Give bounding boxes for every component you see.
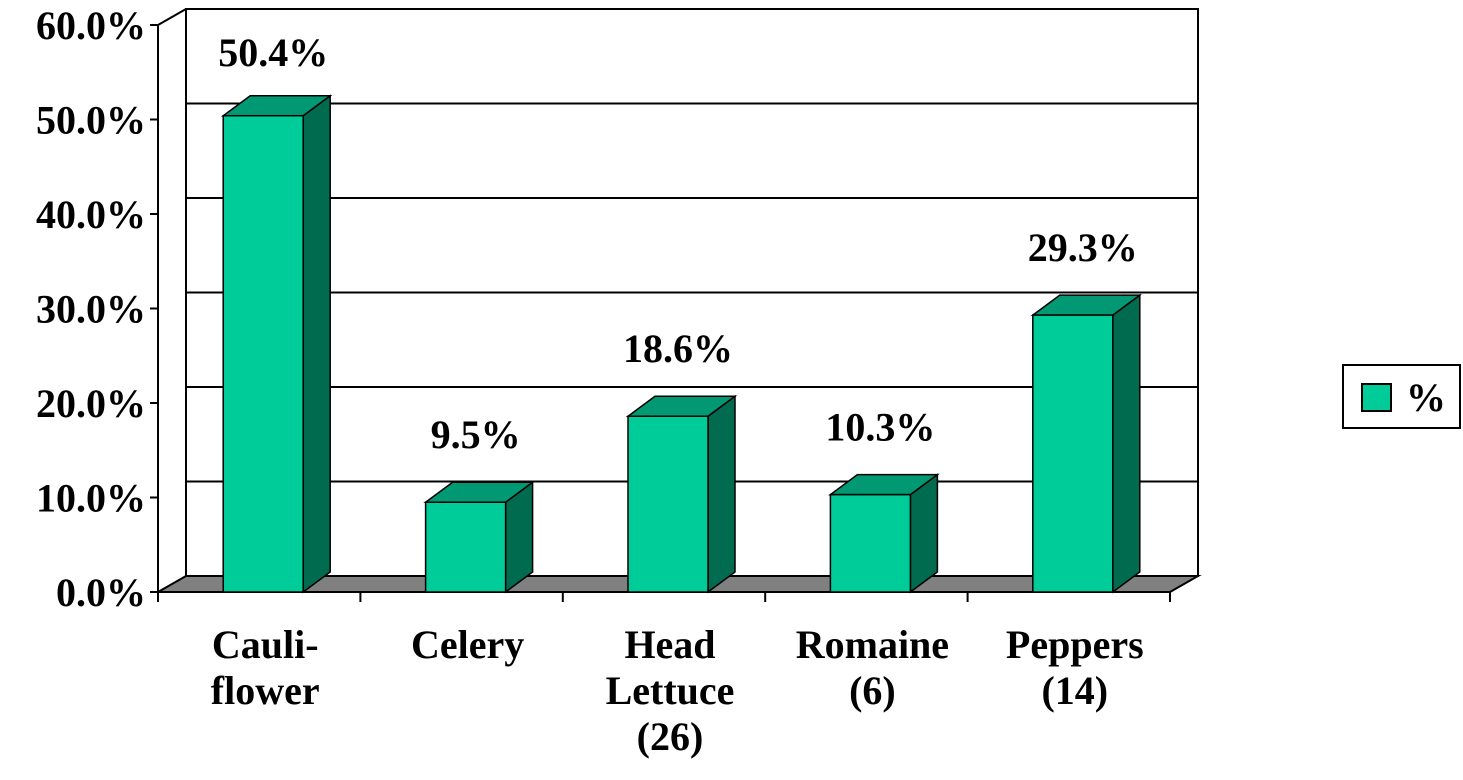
bar: [829, 493, 912, 593]
legend-swatch: [1361, 383, 1392, 412]
bar-side: [1112, 293, 1141, 594]
y-tick-label: 30.0%: [36, 287, 146, 332]
y-tick-label: 50.0%: [36, 98, 146, 143]
side-wall-edge: [157, 8, 187, 26]
value-label: 29.3%: [1028, 225, 1138, 270]
bar-side: [707, 394, 736, 594]
x-tick-label: Peppers (14): [1006, 622, 1144, 713]
value-label: 10.3%: [825, 405, 935, 450]
x-tick-label: Head Lettuce (26): [606, 622, 735, 759]
x-tick-label: Cauli-flower: [211, 622, 320, 713]
value-label: 50.4%: [218, 30, 328, 75]
x-tick-label: Celery: [411, 622, 524, 667]
legend-frame: [1342, 364, 1461, 429]
y-tick-label: 20.0%: [36, 381, 146, 426]
bar: [222, 114, 304, 593]
legend-label: %: [1406, 375, 1446, 420]
value-label: 18.6%: [623, 326, 733, 371]
y-tick-label: 60.0%: [36, 3, 146, 48]
y-tick-label: 10.0%: [36, 476, 146, 521]
y-tick-label: 0.0%: [56, 570, 146, 615]
bar-side: [302, 94, 331, 594]
value-label: 9.5%: [431, 412, 521, 457]
bar: [1032, 314, 1114, 593]
x-tick-label: Romaine (6): [796, 622, 949, 713]
bar: [424, 501, 507, 593]
y-tick-label: 40.0%: [36, 192, 146, 237]
bar: [627, 415, 709, 593]
